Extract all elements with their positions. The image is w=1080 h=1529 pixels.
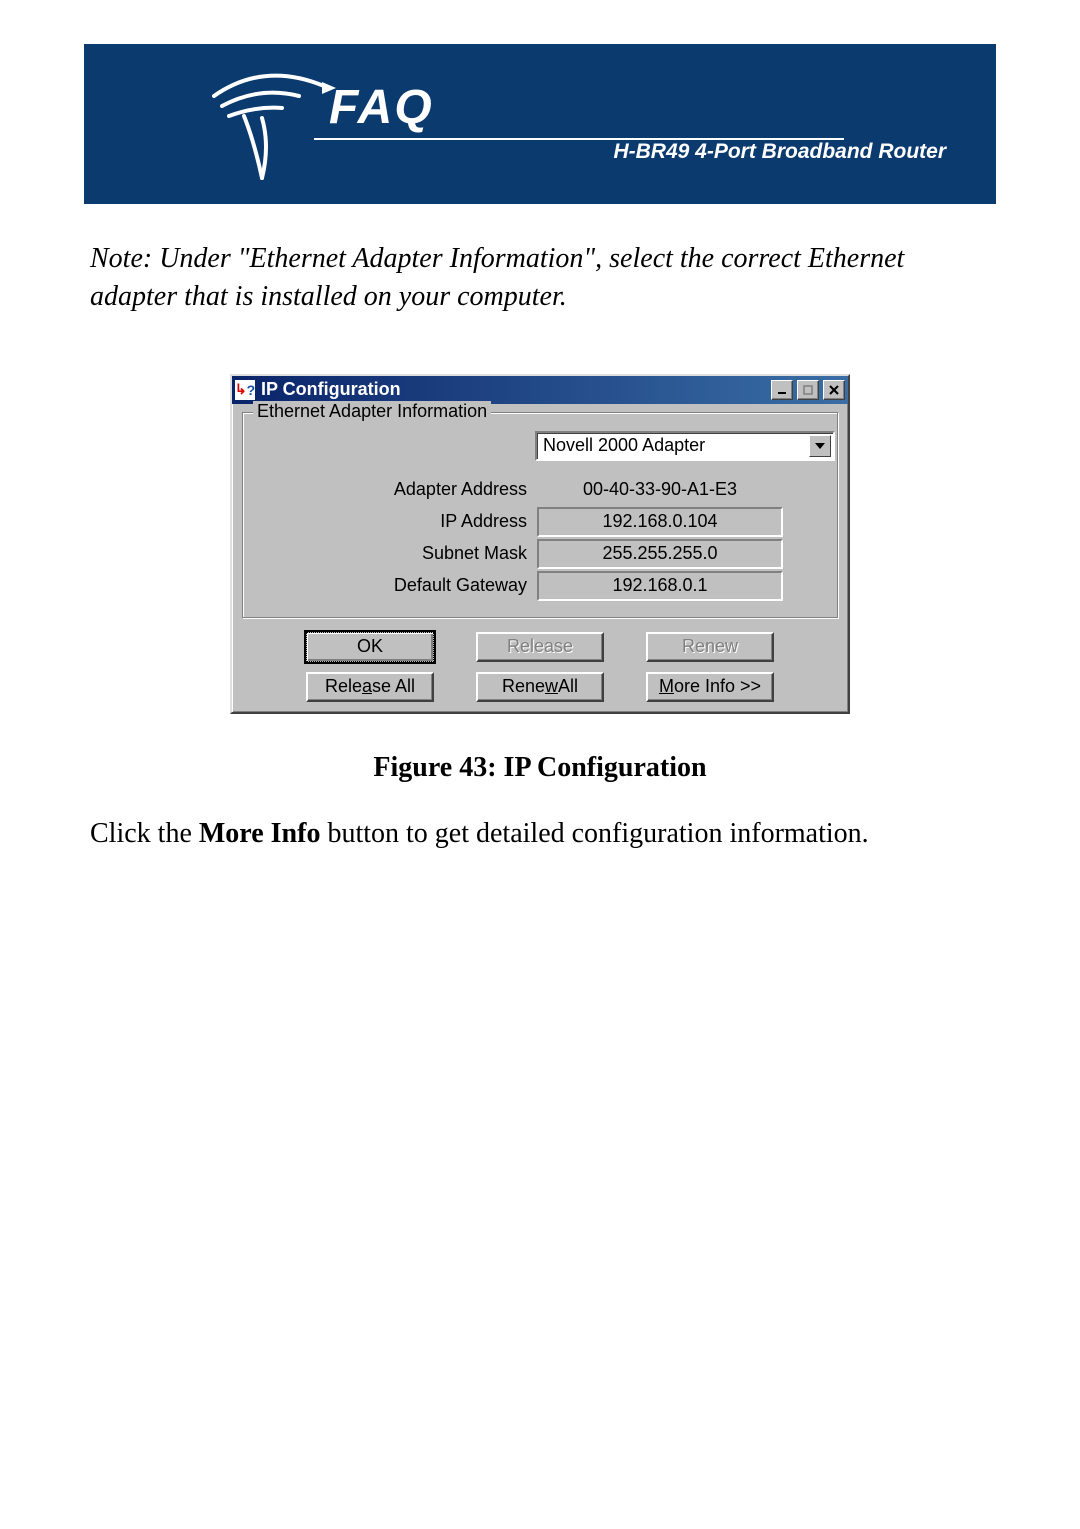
app-icon: ↳? [235, 380, 255, 400]
window-titlebar: ↳? IP Configuration [232, 376, 848, 404]
dropdown-selected-value: Novell 2000 Adapter [543, 435, 705, 456]
ok-button[interactable]: OK [306, 632, 434, 662]
ipconfig-window: ↳? IP Configuration Ethernet Adapter Inf… [230, 374, 850, 714]
header-banner: FAQ H-BR49 4-Port Broadband Router [84, 44, 996, 204]
adapter-address-label: Adapter Address [255, 479, 537, 500]
button-area: OK Release Renew Release All Renew All [238, 632, 842, 702]
release-all-button[interactable]: Release All [306, 672, 434, 702]
adapter-address-row: Adapter Address 00-40-33-90-A1-E3 [255, 475, 825, 505]
default-gateway-row: Default Gateway 192.168.0.1 [255, 571, 825, 601]
maximize-button[interactable] [797, 380, 819, 400]
subnet-mask-row: Subnet Mask 255.255.255.0 [255, 539, 825, 569]
faq-heading: FAQ [329, 80, 434, 135]
ip-address-row: IP Address 192.168.0.104 [255, 507, 825, 537]
banner-subtitle: H-BR49 4-Port Broadband Router [613, 140, 946, 164]
eagle-logo-icon [204, 56, 344, 186]
chevron-down-icon[interactable] [809, 435, 831, 457]
renew-button[interactable]: Renew [646, 632, 774, 662]
subnet-mask-value: 255.255.255.0 [537, 539, 783, 569]
subnet-mask-label: Subnet Mask [255, 543, 537, 564]
release-button[interactable]: Release [476, 632, 604, 662]
note-paragraph: Note: Under "Ethernet Adapter Informatio… [90, 240, 990, 316]
ip-address-label: IP Address [255, 511, 537, 532]
ethernet-adapter-groupbox: Ethernet Adapter Information Novell 2000… [242, 412, 838, 618]
adapter-dropdown[interactable]: Novell 2000 Adapter [535, 431, 835, 461]
close-button[interactable] [823, 380, 845, 400]
default-gateway-label: Default Gateway [255, 575, 537, 596]
renew-all-button[interactable]: Renew All [476, 672, 604, 702]
minimize-button[interactable] [771, 380, 793, 400]
default-gateway-value: 192.168.0.1 [537, 571, 783, 601]
figure-caption: Figure 43: IP Configuration [230, 752, 850, 784]
more-info-button[interactable]: More Info >> [646, 672, 774, 702]
adapter-address-value: 00-40-33-90-A1-E3 [537, 475, 783, 505]
followup-paragraph: Click the More Info button to get detail… [90, 814, 990, 853]
ip-address-value: 192.168.0.104 [537, 507, 783, 537]
groupbox-legend: Ethernet Adapter Information [253, 401, 491, 422]
window-title: IP Configuration [259, 379, 767, 400]
